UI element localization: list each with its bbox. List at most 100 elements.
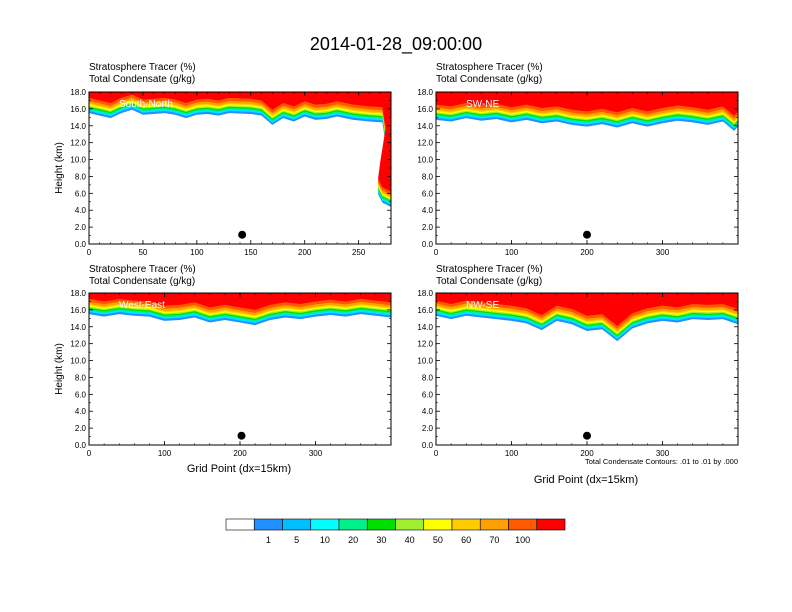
y-tick-label: 6.0 <box>422 390 434 399</box>
section-label: SW-NE <box>466 99 499 110</box>
x-tick-label: 100 <box>505 449 519 458</box>
x-tick-label: 0 <box>434 449 439 458</box>
x-axis-label: Grid Point (dx=15km) <box>534 474 638 486</box>
section-label: South-North <box>119 99 173 110</box>
colorbar-swatch <box>282 518 312 531</box>
colorbar-label: 1 <box>266 535 271 545</box>
y-tick-label: 0.0 <box>422 441 434 450</box>
colorbar-swatch <box>395 518 425 531</box>
colorbar-label: 100 <box>515 535 530 545</box>
x-tick-label: 100 <box>190 248 204 257</box>
y-tick-label: 10.0 <box>70 156 86 165</box>
colorbar-swatch <box>479 518 509 531</box>
x-tick-label: 50 <box>138 248 147 257</box>
x-tick-label: 0 <box>87 449 92 458</box>
y-tick-label: 4.0 <box>75 206 87 215</box>
panel-label-condensate: Total Condensate (g/kg) <box>89 74 195 85</box>
colorbar-label: 5 <box>294 535 299 545</box>
colorbar-swatch <box>310 518 340 531</box>
x-tick-label: 200 <box>298 248 312 257</box>
y-tick-label: 0.0 <box>422 240 434 249</box>
y-tick-label: 10.0 <box>417 156 433 165</box>
x-tick-label: 300 <box>309 449 323 458</box>
y-tick-label: 4.0 <box>75 407 87 416</box>
y-tick-label: 14.0 <box>70 323 86 332</box>
x-tick-label: 200 <box>580 449 594 458</box>
x-tick-label: 0 <box>434 248 439 257</box>
colorbar-swatch <box>253 518 283 531</box>
panel-label-condensate: Total Condensate (g/kg) <box>436 74 542 85</box>
y-tick-label: 18.0 <box>70 289 86 298</box>
panel-label-tracer: Stratosphere Tracer (%) <box>89 264 196 275</box>
colorbar-swatch <box>423 518 453 531</box>
x-tick-label: 200 <box>580 248 594 257</box>
colorbar-label: 30 <box>376 535 386 545</box>
colorbar-label: 70 <box>489 535 499 545</box>
panel-label-condensate: Total Condensate (g/kg) <box>89 276 195 287</box>
y-tick-label: 10.0 <box>417 357 433 366</box>
colorbar-label: 60 <box>461 535 471 545</box>
location-marker <box>583 431 591 440</box>
panel-nw-se: Stratosphere Tracer (%) Total Condensate… <box>417 264 739 486</box>
colorbar-swatch <box>366 518 396 531</box>
location-marker <box>237 431 246 440</box>
colorbar-swatch <box>508 518 538 531</box>
y-tick-label: 18.0 <box>70 88 86 97</box>
colorbar-label: 20 <box>348 535 358 545</box>
x-tick-label: 250 <box>352 248 366 257</box>
y-tick-label: 2.0 <box>422 424 434 433</box>
y-tick-label: 8.0 <box>75 373 87 382</box>
x-axis-label: Grid Point (dx=15km) <box>187 463 291 475</box>
y-tick-label: 14.0 <box>417 122 433 131</box>
y-tick-label: 4.0 <box>422 206 434 215</box>
colorbar-swatch <box>338 518 368 531</box>
y-tick-label: 12.0 <box>70 139 86 148</box>
y-tick-label: 16.0 <box>70 306 86 315</box>
colorbar-label: 50 <box>433 535 443 545</box>
y-tick-label: 18.0 <box>417 289 433 298</box>
location-marker <box>238 230 247 239</box>
y-tick-label: 6.0 <box>422 189 434 198</box>
y-tick-label: 8.0 <box>75 172 87 181</box>
y-tick-label: 2.0 <box>422 223 434 232</box>
y-tick-label: 2.0 <box>75 424 87 433</box>
tracer-band-10 <box>436 293 738 326</box>
section-label: West-East <box>119 300 165 311</box>
x-tick-label: 100 <box>158 449 172 458</box>
y-tick-label: 6.0 <box>75 390 87 399</box>
y-tick-label: 10.0 <box>70 357 86 366</box>
y-tick-label: 4.0 <box>422 407 434 416</box>
x-tick-label: 200 <box>233 449 247 458</box>
colorbar-label: 10 <box>320 535 330 545</box>
panel-label-tracer: Stratosphere Tracer (%) <box>436 264 543 275</box>
y-tick-label: 6.0 <box>75 189 87 198</box>
x-tick-label: 300 <box>656 248 670 257</box>
figure-title: 2014-01-28_09:00:00 <box>310 34 482 55</box>
colorbar-label: 40 <box>405 535 415 545</box>
y-tick-label: 14.0 <box>70 122 86 131</box>
y-axis-label: Height (km) <box>54 142 65 194</box>
y-tick-label: 16.0 <box>70 105 86 114</box>
panel-label-condensate: Total Condensate (g/kg) <box>436 276 542 287</box>
x-tick-label: 300 <box>656 449 670 458</box>
tracer-band-10 <box>89 92 391 192</box>
contour-footnote: Total Condensate Contours: .01 to .01 by… <box>585 457 738 466</box>
y-tick-label: 16.0 <box>417 306 433 315</box>
y-tick-label: 0.0 <box>75 240 87 249</box>
section-label: NW-SE <box>466 300 499 311</box>
y-tick-label: 8.0 <box>422 373 434 382</box>
panel-south-north: Stratosphere Tracer (%) Total Condensate… <box>54 62 392 257</box>
x-tick-label: 100 <box>505 248 519 257</box>
y-tick-label: 18.0 <box>417 88 433 97</box>
location-marker <box>583 230 591 239</box>
panel-sw-ne: Stratosphere Tracer (%) Total Condensate… <box>417 62 739 257</box>
colorbar: 1 5 10 20 30 40 50 60 70 100 <box>225 518 566 545</box>
y-tick-label: 12.0 <box>70 340 86 349</box>
y-tick-label: 16.0 <box>417 105 433 114</box>
y-tick-label: 12.0 <box>417 340 433 349</box>
y-tick-label: 0.0 <box>75 441 87 450</box>
colorbar-swatch <box>451 518 481 531</box>
colorbar-swatch <box>536 518 566 531</box>
y-tick-label: 12.0 <box>417 139 433 148</box>
